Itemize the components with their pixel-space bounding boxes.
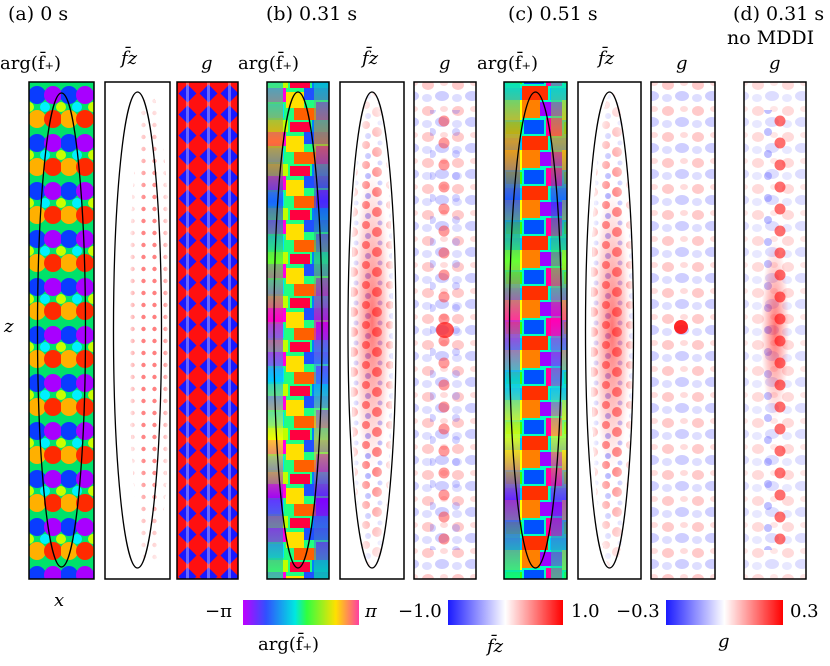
panel-c-fz [577, 81, 642, 580]
cbar-g-min: −0.3 [616, 601, 660, 622]
panel-a-phase [28, 81, 95, 580]
panel-b-g [413, 81, 477, 580]
panel-b-fz [339, 81, 405, 580]
colorbar-fz [448, 600, 563, 625]
panel-c-phase [503, 81, 568, 580]
label-a-g: g [201, 53, 213, 74]
panel-d-g [743, 81, 807, 580]
title-b: (b) 0.31 s [266, 3, 358, 25]
cbar-fz-max: 1.0 [571, 601, 600, 622]
cbar-phase-label: arg(f̄₊) [258, 634, 320, 655]
axis-x-label: x [54, 590, 65, 611]
cbar-fz-label: f̄z [487, 636, 504, 657]
label-d-g: g [769, 53, 781, 74]
label-b-phase: arg(f̄₊) [238, 53, 300, 74]
label-a-fz: f̄z [121, 48, 138, 69]
panel-c-g [650, 81, 716, 580]
label-c-phase: arg(f̄₊) [477, 53, 539, 74]
label-c-fz: f̄z [598, 48, 615, 69]
cbar-fz-min: −1.0 [398, 601, 442, 622]
title-c: (c) 0.51 s [508, 3, 598, 25]
label-b-fz: f̄z [362, 48, 379, 69]
label-c-g: g [676, 53, 688, 74]
cbar-g-max: 0.3 [790, 601, 819, 622]
panel-a-fz [104, 81, 171, 580]
title-d: (d) 0.31 s [733, 3, 825, 25]
label-a-phase: arg(f̄₊) [0, 53, 62, 74]
colorbar-g [666, 600, 783, 625]
colorbar-phase [243, 600, 359, 625]
cbar-phase-max: π [365, 601, 377, 622]
label-b-g: g [439, 53, 451, 74]
title-d-extra: no MDDI [727, 27, 815, 49]
cbar-g-label: g [718, 631, 730, 652]
panel-a-g [176, 81, 239, 580]
panel-b-phase [266, 81, 330, 580]
axis-z-label: z [4, 316, 14, 337]
title-a: (a) 0 s [8, 3, 69, 25]
cbar-phase-min: −π [205, 601, 232, 622]
